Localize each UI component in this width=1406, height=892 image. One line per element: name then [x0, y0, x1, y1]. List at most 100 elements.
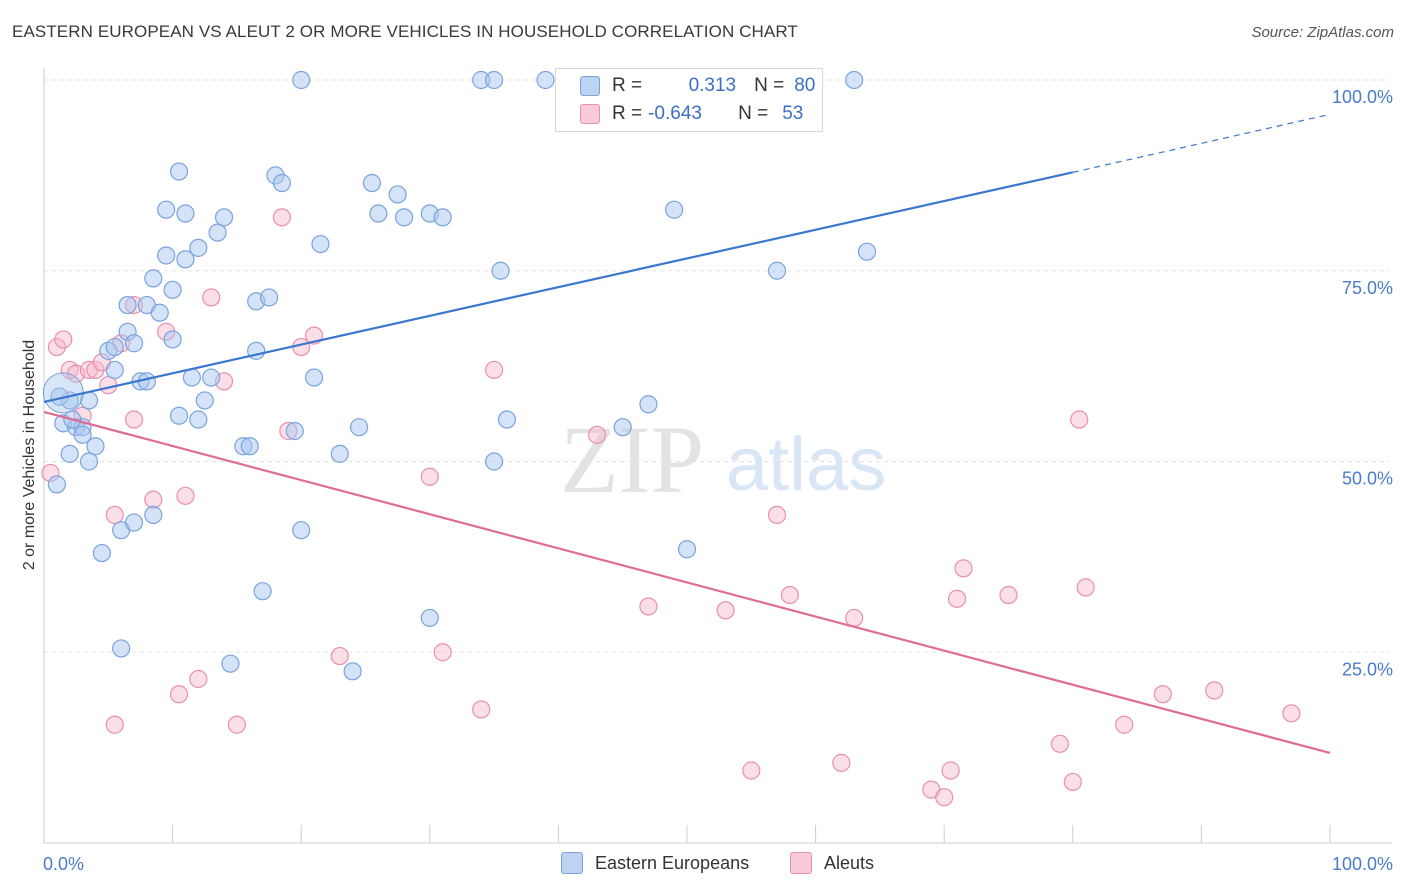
aleut-point: [169, 685, 189, 704]
aleut-trend-line: [43, 410, 1331, 755]
eastern-european-point: [176, 250, 195, 269]
eastern-european-point: [189, 238, 208, 257]
chart-title: EASTERN EUROPEAN VS ALEUT 2 OR MORE VEHI…: [12, 22, 798, 41]
x-tick-label: 0.0%: [43, 854, 84, 874]
eastern-european-point: [240, 437, 259, 456]
eastern-european-point: [92, 543, 111, 563]
y-tick-label: 100.0%: [1332, 87, 1393, 107]
watermark-zip: ZIP: [560, 406, 704, 513]
eastern-european-point: [202, 368, 221, 387]
eastern-european-point: [169, 162, 189, 181]
aleut-point: [189, 669, 208, 689]
eastern-european-point: [285, 421, 304, 441]
eastern-european-point: [388, 185, 407, 204]
eastern-european-point: [349, 418, 369, 437]
eastern-european-point: [845, 70, 864, 90]
legend-n-value: 53: [782, 103, 804, 124]
series-legend-eastern-europeans: Eastern Europeans: [561, 852, 749, 874]
aleut-point: [1153, 685, 1172, 704]
eastern-european-point: [767, 261, 787, 280]
eastern-european-point: [292, 521, 311, 540]
legend-swatch-blue: [580, 76, 600, 96]
aleut-point: [1070, 410, 1089, 429]
eastern-european-point: [124, 513, 144, 532]
eastern-european-point: [208, 223, 227, 242]
stats-legend: R = 0.313 N = 80 R = -0.643 N = 53: [555, 68, 823, 132]
legend-n-label: N =: [754, 75, 785, 96]
axes: [43, 68, 1392, 844]
eastern-european-point: [362, 173, 382, 193]
eastern-european-point: [272, 173, 292, 193]
eastern-european-point: [485, 452, 504, 471]
aleut-point: [587, 425, 607, 444]
eastern-european-point: [420, 608, 439, 628]
eastern-european-point: [60, 444, 79, 463]
eastern-european-point: [677, 540, 697, 559]
aleut-point: [144, 490, 163, 509]
eastern-european-point: [124, 334, 144, 353]
aleut-point: [420, 467, 439, 486]
eastern-european-point: [112, 639, 131, 658]
series-legend: Eastern Europeans Aleuts: [0, 852, 1406, 878]
eastern-european-point: [304, 368, 324, 387]
eastern-european-point: [157, 200, 176, 219]
aleut-point: [742, 761, 761, 780]
eastern-european-point: [369, 204, 388, 223]
aleut-point: [1115, 715, 1134, 734]
eastern-european-point: [613, 418, 632, 437]
series-swatch-blue: [561, 852, 583, 874]
aleut-point: [202, 288, 221, 307]
x-tick-label: 100.0%: [1332, 854, 1393, 874]
aleut-point: [767, 505, 787, 525]
y-axis-label: 2 or more Vehicles in Household: [21, 339, 38, 571]
aleut-point: [639, 597, 658, 616]
eastern-european-point: [144, 269, 163, 288]
eastern-european-point: [394, 208, 414, 227]
aleut-point: [716, 601, 735, 620]
aleut-point: [941, 761, 960, 780]
legend-row-eastern-europeans: R = 0.313 N = 80: [580, 73, 815, 99]
aleut-point: [780, 585, 799, 605]
aleut-point: [1063, 772, 1082, 792]
eastern-european-point: [118, 295, 137, 315]
eastern-european-point: [491, 261, 510, 280]
aleut-point: [124, 410, 144, 429]
eastern-european-point: [497, 410, 517, 429]
eastern-european-point: [176, 204, 195, 223]
aleut-point: [54, 330, 73, 349]
eastern-european-point: [536, 70, 555, 90]
eastern-european-point: [86, 437, 105, 456]
eastern-european-trend-line: [43, 171, 1074, 404]
eastern-european-point: [214, 208, 234, 227]
series-legend-aleuts: Aleuts: [790, 852, 874, 874]
series-legend-label: Eastern Europeans: [595, 852, 750, 873]
trend-lines: [43, 113, 1331, 755]
aleut-point: [1205, 681, 1224, 700]
aleut-point: [176, 486, 195, 505]
eastern-european-point: [433, 208, 452, 227]
aleut-point: [935, 788, 954, 807]
aleut-point: [954, 559, 973, 578]
legend-r-label: R =: [612, 103, 643, 124]
legend-swatch-pink: [580, 104, 600, 124]
eastern-european-point: [189, 410, 208, 429]
aleut-point: [1282, 704, 1301, 723]
watermark-atlas: atlas: [726, 422, 887, 507]
y-tick-label: 50.0%: [1342, 469, 1393, 489]
eastern-european-point: [665, 200, 684, 219]
chart-source: Source: ZipAtlas.com: [1251, 24, 1394, 41]
watermark: ZIP atlas: [560, 406, 886, 513]
aleut-point: [472, 700, 491, 719]
aleut-point: [330, 646, 349, 666]
grid-lines: [44, 79, 1390, 653]
y-tick-label: 75.0%: [1342, 278, 1393, 298]
eastern-european-point: [182, 368, 201, 387]
eastern-european-point: [292, 70, 311, 90]
eastern-european-point: [857, 242, 877, 261]
eastern-european-point: [79, 452, 99, 471]
aleut-point: [47, 337, 66, 357]
eastern-european-trend-extension: [1072, 113, 1331, 173]
legend-r-value: -0.643: [648, 103, 702, 124]
eastern-european-point: [150, 303, 169, 322]
